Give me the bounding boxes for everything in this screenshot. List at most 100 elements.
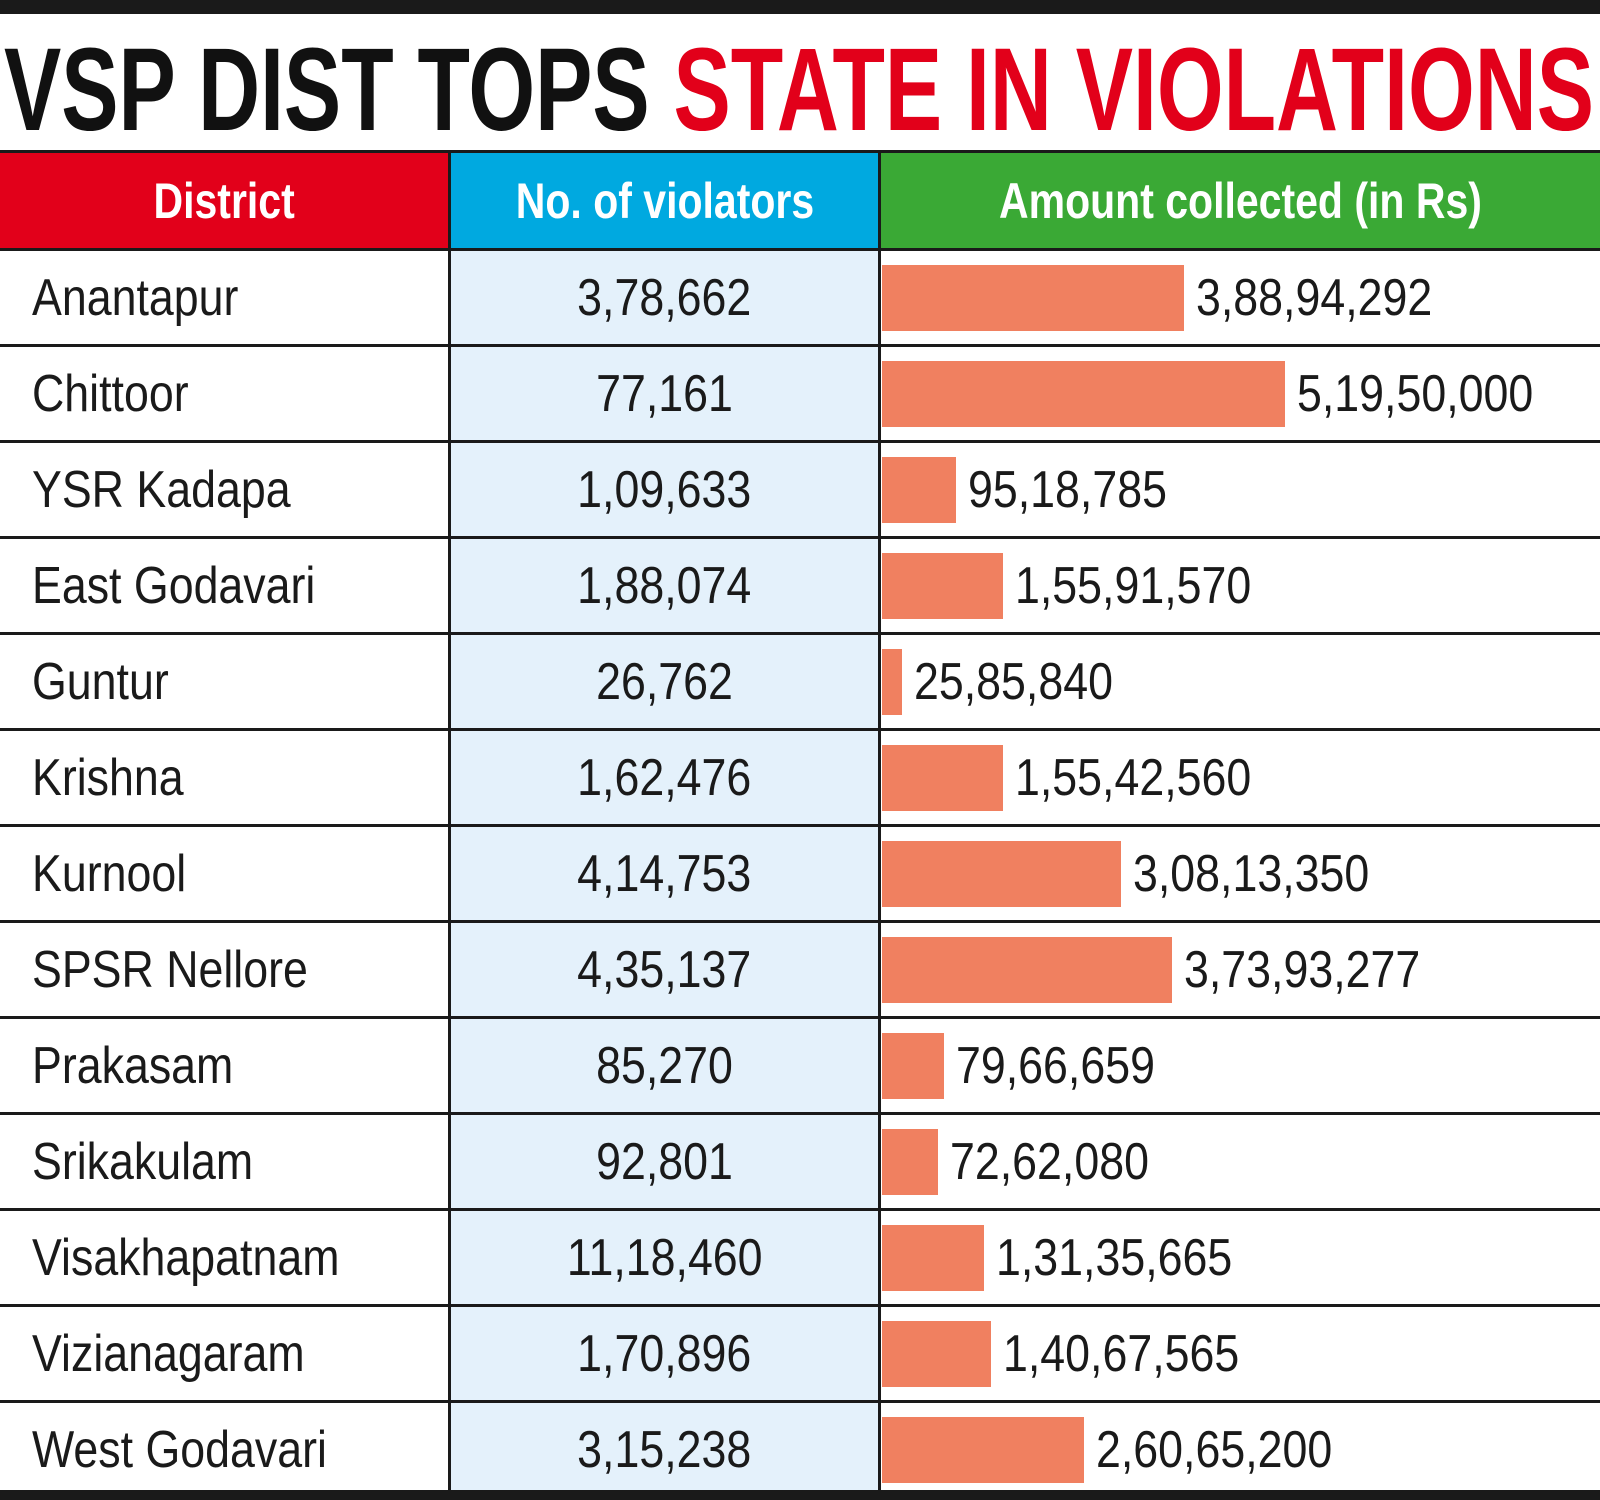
header-district-label: District: [153, 172, 295, 229]
table-row: Kurnool 4,14,753 3,08,13,350: [0, 824, 1600, 920]
amount-cell: 1,55,91,570: [1015, 539, 1290, 632]
violators-cell: 92,801: [451, 1115, 878, 1208]
district-cell: West Godavari: [32, 1403, 375, 1496]
table-row: Anantapur 3,78,662 3,88,94,292: [0, 248, 1600, 344]
violators-cell: 4,14,753: [451, 827, 878, 920]
headline: VSP DIST TOPS STATE IN VIOLATIONS: [4, 24, 1594, 142]
amount-cell: 3,73,93,277: [1184, 923, 1459, 1016]
district-name: East Godavari: [32, 556, 316, 615]
table-row: East Godavari 1,88,074 1,55,91,570: [0, 536, 1600, 632]
district-cell: Prakasam: [32, 1019, 266, 1112]
column-divider: [448, 153, 451, 1496]
amount-bar: [882, 745, 1003, 811]
table-row: Srikakulam 92,801 72,62,080: [0, 1112, 1600, 1208]
amount-value: 79,66,659: [956, 1036, 1155, 1095]
violators-value: 26,762: [596, 652, 733, 711]
table-row: Guntur 26,762 25,85,840: [0, 632, 1600, 728]
amount-cell: 3,88,94,292: [1196, 251, 1471, 344]
district-cell: Vizianagaram: [32, 1307, 349, 1400]
data-table: District No. of violators Amount collect…: [0, 150, 1600, 1496]
table-row: Prakasam 85,270 79,66,659: [0, 1016, 1600, 1112]
table-row: West Godavari 3,15,238 2,60,65,200: [0, 1400, 1600, 1496]
header-amount: Amount collected (in Rs): [881, 153, 1600, 248]
district-cell: Anantapur: [32, 251, 272, 344]
column-divider: [878, 153, 881, 1496]
table-row: Chittoor 77,161 5,19,50,000: [0, 344, 1600, 440]
district-cell: SPSR Nellore: [32, 923, 353, 1016]
district-cell: Krishna: [32, 731, 208, 824]
headline-red: STATE IN VIOLATIONS: [674, 24, 1594, 142]
amount-value: 3,88,94,292: [1196, 268, 1433, 327]
header-violators-label: No. of violators: [515, 172, 814, 229]
district-cell: East Godavari: [32, 539, 362, 632]
amount-cell: 79,66,659: [956, 1019, 1187, 1112]
district-name: Vizianagaram: [32, 1324, 305, 1383]
violators-cell: 11,18,460: [451, 1211, 878, 1304]
violators-value: 92,801: [596, 1132, 733, 1191]
violators-cell: 1,09,633: [451, 443, 878, 536]
district-name: SPSR Nellore: [32, 940, 308, 999]
violators-value: 85,270: [596, 1036, 733, 1095]
table-row: YSR Kadapa 1,09,633 95,18,785: [0, 440, 1600, 536]
violators-value: 3,78,662: [577, 268, 752, 327]
violators-cell: 1,88,074: [451, 539, 878, 632]
district-cell: Kurnool: [32, 827, 211, 920]
amount-value: 95,18,785: [968, 460, 1167, 519]
violators-value: 1,70,896: [577, 1324, 752, 1383]
header-amount-label: Amount collected (in Rs): [999, 172, 1482, 229]
header-violators: No. of violators: [451, 153, 878, 248]
amount-value: 1,40,67,565: [1003, 1324, 1240, 1383]
amount-bar: [882, 1033, 944, 1099]
amount-bar: [882, 841, 1121, 907]
header-district: District: [0, 153, 448, 248]
amount-cell: 72,62,080: [950, 1115, 1181, 1208]
amount-bar: [882, 1225, 984, 1291]
violators-cell: 77,161: [451, 347, 878, 440]
headline-black: VSP DIST TOPS: [4, 24, 674, 142]
amount-bar: [882, 361, 1285, 427]
district-name: Krishna: [32, 748, 184, 807]
table-row: Visakhapatnam 11,18,460 1,31,35,665: [0, 1208, 1600, 1304]
violators-cell: 4,35,137: [451, 923, 878, 1016]
amount-cell: 3,08,13,350: [1133, 827, 1408, 920]
amount-cell: 1,40,67,565: [1003, 1307, 1278, 1400]
violators-cell: 26,762: [451, 635, 878, 728]
district-name: Srikakulam: [32, 1132, 254, 1191]
amount-bar: [882, 1321, 991, 1387]
violators-value: 77,161: [596, 364, 733, 423]
violators-value: 1,09,633: [577, 460, 752, 519]
amount-bar: [882, 265, 1184, 331]
amount-bar: [882, 649, 902, 715]
amount-value: 3,08,13,350: [1133, 844, 1370, 903]
amount-value: 1,55,42,560: [1015, 748, 1252, 807]
violators-cell: 1,70,896: [451, 1307, 878, 1400]
district-name: Anantapur: [32, 268, 239, 327]
amount-cell: 1,55,42,560: [1015, 731, 1290, 824]
table-row: SPSR Nellore 4,35,137 3,73,93,277: [0, 920, 1600, 1016]
amount-bar: [882, 457, 956, 523]
amount-cell: 25,85,840: [914, 635, 1145, 728]
violators-cell: 1,62,476: [451, 731, 878, 824]
amount-cell: 1,31,35,665: [996, 1211, 1271, 1304]
amount-value: 5,19,50,000: [1297, 364, 1534, 423]
district-name: Prakasam: [32, 1036, 234, 1095]
amount-value: 25,85,840: [914, 652, 1113, 711]
violators-value: 1,62,476: [577, 748, 752, 807]
violators-value: 11,18,460: [566, 1228, 763, 1287]
amount-cell: 5,19,50,000: [1297, 347, 1572, 440]
district-cell: Guntur: [32, 635, 191, 728]
amount-value: 2,60,65,200: [1096, 1420, 1333, 1479]
violators-value: 4,35,137: [577, 940, 752, 999]
district-cell: Visakhapatnam: [32, 1211, 390, 1304]
table-row: Krishna 1,62,476 1,55,42,560: [0, 728, 1600, 824]
violators-value: 3,15,238: [577, 1420, 752, 1479]
district-name: YSR Kadapa: [32, 460, 291, 519]
district-name: Chittoor: [32, 364, 189, 423]
violators-cell: 3,15,238: [451, 1403, 878, 1496]
amount-bar: [882, 1417, 1084, 1483]
amount-bar: [882, 553, 1003, 619]
violators-value: 4,14,753: [577, 844, 752, 903]
district-name: Visakhapatnam: [32, 1228, 340, 1287]
violators-cell: 3,78,662: [451, 251, 878, 344]
amount-bar: [882, 937, 1172, 1003]
